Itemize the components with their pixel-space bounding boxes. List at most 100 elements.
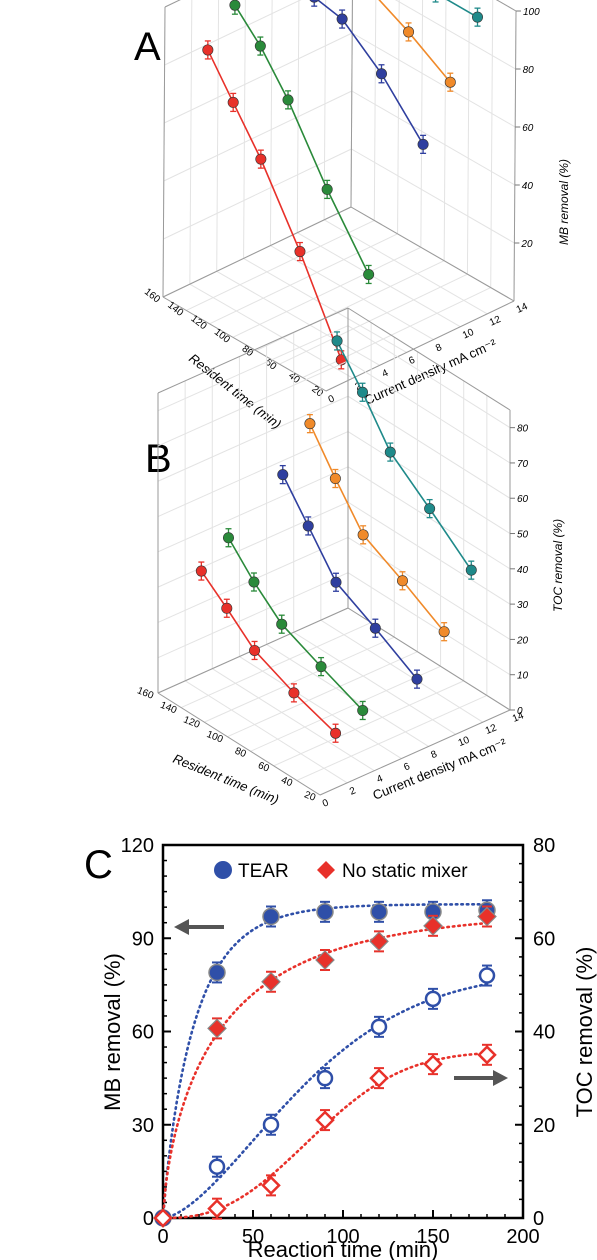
panel-b-x-label: Resident time (min) xyxy=(171,751,281,807)
y-tick-label: 90 xyxy=(132,928,154,950)
grid-line xyxy=(157,501,349,588)
grid-line xyxy=(347,501,511,605)
y-tick-label: 6 xyxy=(407,355,417,367)
data-point xyxy=(396,575,408,587)
y-tick-label: 0 xyxy=(321,797,331,809)
z-tick-label: 40 xyxy=(517,565,529,576)
grid-line xyxy=(164,0,302,66)
data-point xyxy=(424,503,436,515)
data-point xyxy=(294,246,306,258)
fit-curve xyxy=(161,982,491,1220)
y-tick-label: 2 xyxy=(348,785,358,797)
grid-line xyxy=(212,668,375,772)
panel-a-letter: A xyxy=(134,25,161,69)
grid-line xyxy=(184,680,348,784)
data-point xyxy=(261,971,281,992)
grid-line xyxy=(351,90,516,186)
legend-tear-marker xyxy=(214,861,232,879)
data-point xyxy=(357,386,369,398)
z-tick-label: 70 xyxy=(517,459,529,470)
x-tick-label: 160 xyxy=(142,286,162,305)
grid-line xyxy=(373,0,377,221)
data-point xyxy=(195,565,207,577)
z-tick-label: 10 xyxy=(517,671,529,682)
y-tick-label: 14 xyxy=(511,710,526,725)
y2-tick-label: 80 xyxy=(533,835,555,857)
series-line xyxy=(316,0,424,145)
x-tick-label: 60 xyxy=(263,357,279,373)
data-point xyxy=(423,915,443,936)
grid-line xyxy=(279,273,468,365)
grid-line xyxy=(243,0,246,259)
data-point xyxy=(330,576,342,588)
x-tick-label: 20 xyxy=(303,789,318,804)
grid-line xyxy=(347,536,511,640)
data-point xyxy=(444,76,456,88)
data-point xyxy=(153,1208,173,1228)
data-point xyxy=(369,1068,389,1088)
x-tick-label: 160 xyxy=(135,685,155,702)
grid-line xyxy=(420,0,424,248)
z-tick-label: 100 xyxy=(523,7,540,18)
grid-line xyxy=(163,90,353,182)
axis-edge xyxy=(325,300,515,392)
data-point xyxy=(369,931,389,952)
grid-line xyxy=(157,395,349,482)
y-tick-label: 30 xyxy=(132,1115,154,1137)
grid-line xyxy=(347,431,511,534)
x-tick-label: 40 xyxy=(279,775,294,790)
grid-line xyxy=(320,619,484,723)
data-point xyxy=(370,1018,388,1036)
grid-line xyxy=(189,283,354,379)
series-line xyxy=(200,570,337,734)
y-tick-label: 6 xyxy=(402,761,412,773)
grid-line xyxy=(323,0,327,220)
x-tick-label: 200 xyxy=(506,1226,539,1248)
series-line xyxy=(378,0,451,83)
x-tick-label: 100 xyxy=(212,327,232,346)
data-point xyxy=(369,622,381,634)
data-point xyxy=(221,602,233,614)
axis-edge xyxy=(157,692,321,796)
x-tick-label: 80 xyxy=(233,746,248,761)
panel-b-grid xyxy=(157,307,511,796)
data-point xyxy=(254,40,266,52)
grid-line xyxy=(204,636,395,723)
data-point xyxy=(262,907,280,926)
data-point xyxy=(423,1054,443,1074)
data-point xyxy=(363,268,375,280)
x-tick-label: 0 xyxy=(157,1226,168,1248)
data-point xyxy=(207,1198,227,1219)
x-tick-label: 120 xyxy=(182,714,202,731)
axis-edge xyxy=(319,709,511,796)
data-point xyxy=(357,704,369,716)
z-tick-label: 30 xyxy=(517,600,529,611)
grid-line xyxy=(239,656,402,759)
z-tick-label: 40 xyxy=(522,181,534,192)
data-point xyxy=(227,96,239,108)
data-point xyxy=(465,564,477,576)
data-point xyxy=(255,153,267,165)
grid-line xyxy=(397,0,400,234)
y-tick-label: 0 xyxy=(327,393,337,405)
panel-a-series xyxy=(202,0,483,370)
z-tick-label: 50 xyxy=(517,530,529,541)
data-point xyxy=(304,418,316,430)
panel-c-y-label: MB removal (%) xyxy=(100,953,125,1111)
data-point xyxy=(411,673,423,685)
grid-line xyxy=(232,246,422,338)
x-tick-label: 20 xyxy=(309,384,325,400)
data-point xyxy=(424,990,442,1008)
y-tick-label: 0 xyxy=(143,1208,154,1230)
grid-line xyxy=(269,0,273,246)
x-tick-label: 120 xyxy=(189,313,209,332)
grid-line xyxy=(323,219,488,315)
grid-line xyxy=(347,572,511,676)
series-line xyxy=(207,49,343,361)
z-tick-label: 60 xyxy=(517,494,529,505)
legend-no-static-mixer-marker xyxy=(317,861,335,879)
y-tick-label: 8 xyxy=(430,749,440,761)
